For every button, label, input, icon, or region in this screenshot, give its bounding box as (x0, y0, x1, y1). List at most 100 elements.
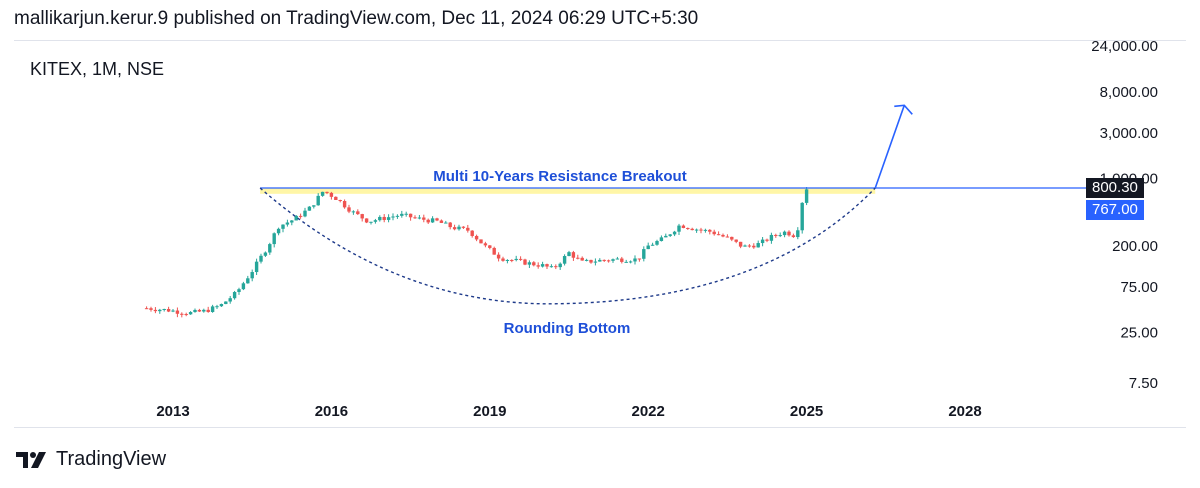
candle-body (791, 235, 796, 238)
candle-body (180, 313, 184, 315)
candle-body (549, 266, 554, 268)
candle-body (215, 306, 219, 308)
candle-body (272, 233, 276, 245)
candle-body (188, 312, 193, 315)
candle-body (734, 239, 738, 242)
candle-body (241, 283, 246, 290)
candle-body (571, 252, 576, 258)
candle-body (149, 308, 153, 310)
candle-body (325, 191, 329, 193)
candle-body (677, 225, 681, 232)
candle-body (219, 304, 224, 307)
candle-body (435, 218, 439, 221)
candle-body (334, 196, 338, 200)
candle-body (285, 222, 290, 225)
candle-body (259, 255, 263, 262)
candle-body (329, 192, 334, 197)
candle-body (382, 216, 386, 220)
candle-body (338, 199, 342, 202)
symbol-label: KITEX, 1M, NSE (30, 59, 165, 79)
candle-body (470, 230, 474, 236)
candle-body (659, 237, 664, 242)
footer-brand[interactable]: TradingView (16, 448, 166, 471)
candle-body (787, 231, 791, 236)
candle-body (144, 308, 149, 310)
candle-body (686, 227, 690, 229)
candle-body (545, 264, 549, 267)
candle-body (356, 211, 360, 215)
candle-body (347, 207, 351, 212)
candle-body (452, 227, 457, 230)
candle-body (391, 216, 395, 218)
candle-body (488, 245, 492, 248)
candle-body (760, 239, 765, 244)
candle-body (800, 202, 804, 231)
candle-body (224, 301, 228, 305)
candle-body (725, 236, 730, 238)
candle-body (303, 210, 307, 217)
candle-body (505, 259, 510, 261)
candle-body (439, 220, 444, 223)
candle-body (263, 252, 268, 256)
candle-body (655, 241, 659, 245)
x-tick-label: 2028 (948, 403, 981, 420)
candle-body (268, 244, 272, 253)
candle-body (752, 245, 756, 248)
candle-body (532, 262, 536, 266)
candle-body (448, 222, 452, 228)
candle-body (567, 252, 571, 257)
candle-body (166, 308, 171, 312)
candle-body (672, 231, 677, 235)
candle-body (782, 231, 787, 236)
chart-frame (14, 40, 1186, 428)
tradingview-logo-icon (16, 451, 46, 468)
candle-body (584, 259, 589, 261)
candle-body (373, 220, 378, 222)
candle-body (351, 211, 356, 213)
resistance-band (260, 188, 876, 194)
candle-body (206, 309, 210, 312)
candle-body (210, 306, 215, 312)
candle-body (237, 289, 241, 293)
candle-body (769, 234, 774, 241)
candle-body (611, 259, 615, 261)
candle-body (466, 227, 470, 231)
candle-body (307, 206, 312, 211)
price-tag-last: 800.30 (1086, 178, 1144, 199)
x-tick-label: 2022 (632, 403, 665, 420)
candle-body (400, 213, 404, 216)
candle-body (474, 235, 479, 240)
candle-body (637, 258, 642, 260)
candle-body (774, 234, 778, 236)
candle-body (404, 213, 408, 215)
rounding-bottom-curve (259, 187, 876, 305)
x-tick-label: 2013 (156, 403, 189, 420)
candle-body (699, 229, 703, 231)
breakout-arrow-head (894, 104, 913, 115)
candle-body (312, 205, 316, 207)
candle-body (703, 229, 708, 231)
y-tick-label: 8,000.00 (1100, 84, 1158, 101)
candle-body (197, 309, 202, 312)
candle-body (171, 310, 175, 312)
candle-body (316, 195, 320, 206)
candle-body (730, 236, 734, 240)
candle-body (408, 213, 413, 218)
candle-body (281, 224, 285, 229)
candle-body (756, 243, 760, 248)
candle-body (422, 217, 426, 220)
candle-body (589, 259, 593, 263)
y-tick-label: 75.00 (1120, 279, 1158, 296)
candle-body (527, 262, 532, 265)
candle-body (175, 310, 180, 314)
y-tick-label: 7.50 (1129, 375, 1158, 392)
candle-body (360, 214, 364, 219)
candle-body (650, 244, 655, 246)
candle-body (518, 258, 523, 260)
candle-body (593, 261, 598, 263)
x-tick-label: 2025 (790, 403, 823, 420)
y-tick-label: 25.00 (1120, 325, 1158, 342)
candle-body (342, 201, 347, 208)
candle-body (708, 229, 712, 232)
